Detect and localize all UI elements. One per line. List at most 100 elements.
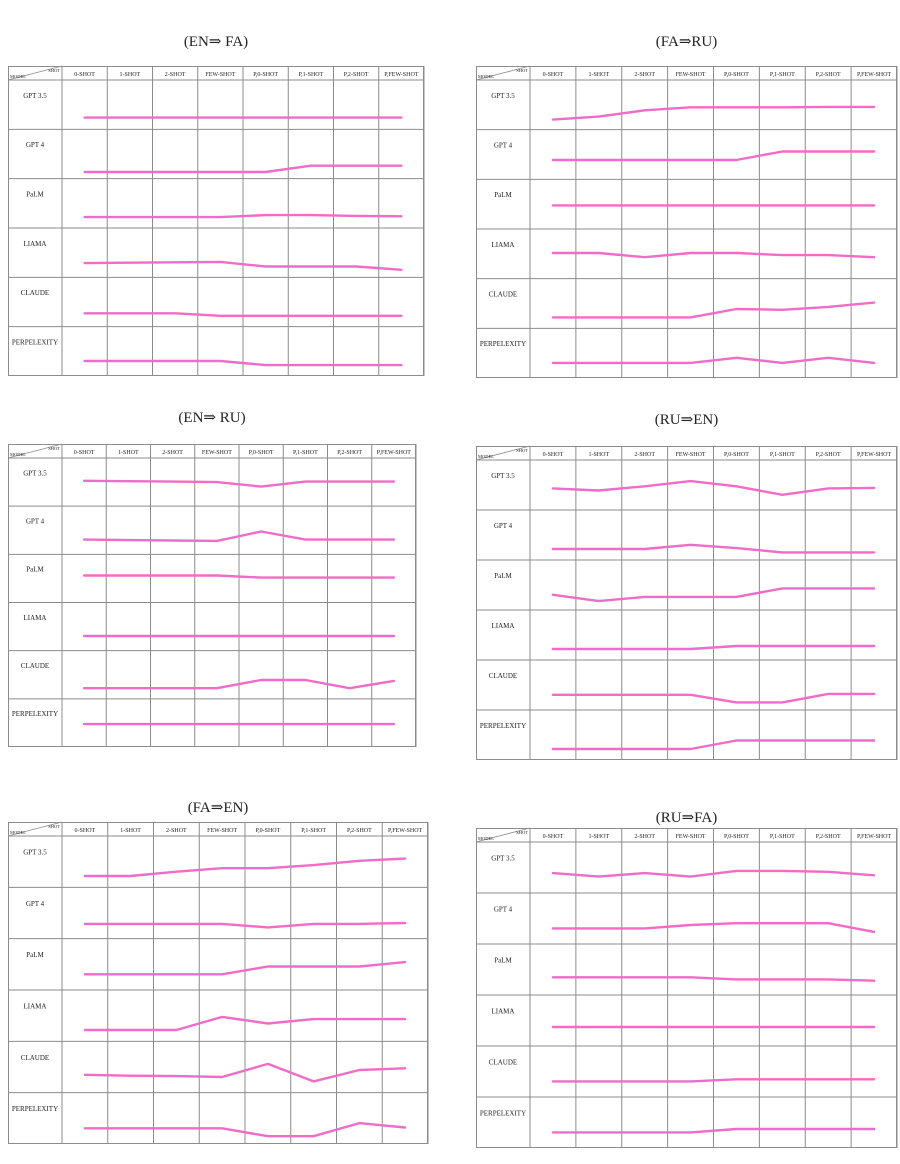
series-line bbox=[551, 1127, 876, 1134]
column-header: 1-SHOT bbox=[588, 452, 609, 458]
corner-diagonal bbox=[475, 445, 531, 461]
series-line bbox=[83, 857, 407, 878]
series-line bbox=[551, 869, 876, 878]
row-label: PaLM bbox=[26, 566, 44, 574]
column-header: 2-SHOT bbox=[634, 72, 655, 78]
row-label: GPT 4 bbox=[26, 900, 45, 908]
row-label: PERPELEXITY bbox=[480, 340, 526, 348]
column-header: FEW-SHOT bbox=[202, 450, 232, 456]
column-header: P,FEW-SHOT bbox=[857, 72, 892, 78]
corner-model-label: MODEL bbox=[10, 452, 26, 457]
column-header: P,1-SHOT bbox=[301, 828, 326, 834]
chart-title: (EN⇒ RU) bbox=[178, 410, 246, 426]
column-header: 2-SHOT bbox=[634, 452, 655, 458]
series-line bbox=[83, 1121, 407, 1138]
chart-grid: MODEL SHOT 0-SHOT 1-SHOT 2-SHOT FEW-SHOT P,0-S… bbox=[7, 65, 425, 376]
column-header: 0-SHOT bbox=[543, 452, 564, 458]
series-line bbox=[82, 574, 396, 579]
grid-border bbox=[476, 66, 897, 378]
column-header: 1-SHOT bbox=[588, 72, 609, 78]
column-header: P,1-SHOT bbox=[770, 452, 795, 458]
corner-shot-label: SHOT bbox=[48, 446, 60, 451]
row-label: GPT 3.5 bbox=[23, 848, 47, 856]
row-label: CLAUDE bbox=[489, 1058, 517, 1066]
column-header: 2-SHOT bbox=[165, 72, 186, 78]
grid-border bbox=[476, 446, 897, 760]
row-label: LIAMA bbox=[24, 240, 47, 248]
series-line bbox=[551, 587, 876, 603]
row-label: CLAUDE bbox=[21, 289, 49, 297]
row-label: CLAUDE bbox=[21, 1054, 49, 1062]
row-label: GPT 3.5 bbox=[491, 472, 515, 480]
series-line bbox=[83, 921, 407, 929]
column-header: 2-SHOT bbox=[166, 828, 187, 834]
corner-model-label: MODEL bbox=[10, 830, 26, 835]
series-line bbox=[551, 251, 876, 259]
series-line bbox=[83, 1015, 407, 1032]
column-header: P,0-SHOT bbox=[253, 72, 278, 78]
column-header: P,2-SHOT bbox=[816, 452, 841, 458]
row-label: PaLM bbox=[26, 951, 44, 959]
column-header: P,0-SHOT bbox=[249, 450, 274, 456]
column-header: P,1-SHOT bbox=[293, 450, 318, 456]
column-header: P,FEW-SHOT bbox=[857, 452, 892, 458]
column-header: P,2-SHOT bbox=[816, 834, 841, 840]
row-label: CLAUDE bbox=[21, 662, 49, 670]
corner-shot-label: SHOT bbox=[48, 68, 60, 73]
column-header: P,FEW-SHOT bbox=[857, 834, 892, 840]
series-line bbox=[551, 150, 876, 162]
column-header: 1-SHOT bbox=[588, 834, 609, 840]
column-header: P,1-SHOT bbox=[770, 72, 795, 78]
series-line bbox=[83, 1062, 407, 1083]
series-line bbox=[551, 105, 876, 121]
corner-shot-label: SHOT bbox=[516, 448, 528, 453]
column-header: FEW-SHOT bbox=[676, 72, 706, 78]
row-label: PERPELEXITY bbox=[480, 722, 526, 730]
corner-diagonal bbox=[7, 65, 63, 81]
row-label: PaLM bbox=[494, 191, 512, 199]
row-label: CLAUDE bbox=[489, 291, 517, 299]
row-label: PaLM bbox=[494, 956, 512, 964]
series-line bbox=[551, 301, 876, 319]
series-line bbox=[551, 692, 876, 704]
column-header: 1-SHOT bbox=[120, 828, 141, 834]
chart-title: (EN⇒ FA) bbox=[183, 34, 249, 50]
row-label: PERPELEXITY bbox=[12, 338, 58, 346]
row-label: PaLM bbox=[494, 572, 512, 580]
row-label: GPT 4 bbox=[494, 905, 513, 913]
column-header: P,0-SHOT bbox=[724, 452, 749, 458]
column-header: 0-SHOT bbox=[75, 828, 96, 834]
chart-grid: MODEL SHOT 0-SHOT 1-SHOT 2-SHOT FEW-SHOT P,0-S… bbox=[7, 821, 429, 1144]
series-line bbox=[83, 960, 407, 976]
row-label: GPT 4 bbox=[26, 518, 45, 526]
column-header: P,1-SHOT bbox=[770, 834, 795, 840]
series-line bbox=[551, 921, 876, 934]
row-label: GPT 3.5 bbox=[491, 92, 515, 100]
column-header: P,2-SHOT bbox=[337, 450, 362, 456]
corner-shot-label: SHOT bbox=[48, 824, 60, 829]
column-header: P,FEW-SHOT bbox=[388, 828, 423, 834]
series-line bbox=[551, 1078, 876, 1083]
row-label: CLAUDE bbox=[489, 672, 517, 680]
series-line bbox=[82, 479, 396, 488]
column-header: FEW-SHOT bbox=[676, 452, 706, 458]
chart-title: (FA⇒EN) bbox=[187, 800, 249, 816]
corner-diagonal bbox=[7, 821, 63, 837]
column-header: P,0-SHOT bbox=[255, 828, 280, 834]
series-line bbox=[551, 976, 876, 982]
series-line bbox=[551, 479, 876, 496]
chart-title: (RU⇒FA) bbox=[655, 810, 718, 826]
column-header: P,FEW-SHOT bbox=[384, 72, 419, 78]
column-header: 1-SHOT bbox=[118, 450, 139, 456]
row-label: LIAMA bbox=[24, 1002, 47, 1010]
corner-model-label: MODEL bbox=[478, 454, 494, 459]
series-line bbox=[551, 644, 876, 651]
series-line bbox=[83, 164, 403, 174]
row-label: LIAMA bbox=[24, 614, 47, 622]
corner-shot-label: SHOT bbox=[516, 68, 528, 73]
column-header: FEW-SHOT bbox=[205, 72, 235, 78]
corner-model-label: MODEL bbox=[478, 836, 494, 841]
row-label: GPT 3.5 bbox=[23, 92, 47, 100]
chart-title: (RU⇒EN) bbox=[654, 412, 719, 428]
chart-grid: MODEL SHOT 0-SHOT 1-SHOT 2-SHOT FEW-SHOT P,0-S… bbox=[475, 65, 898, 378]
